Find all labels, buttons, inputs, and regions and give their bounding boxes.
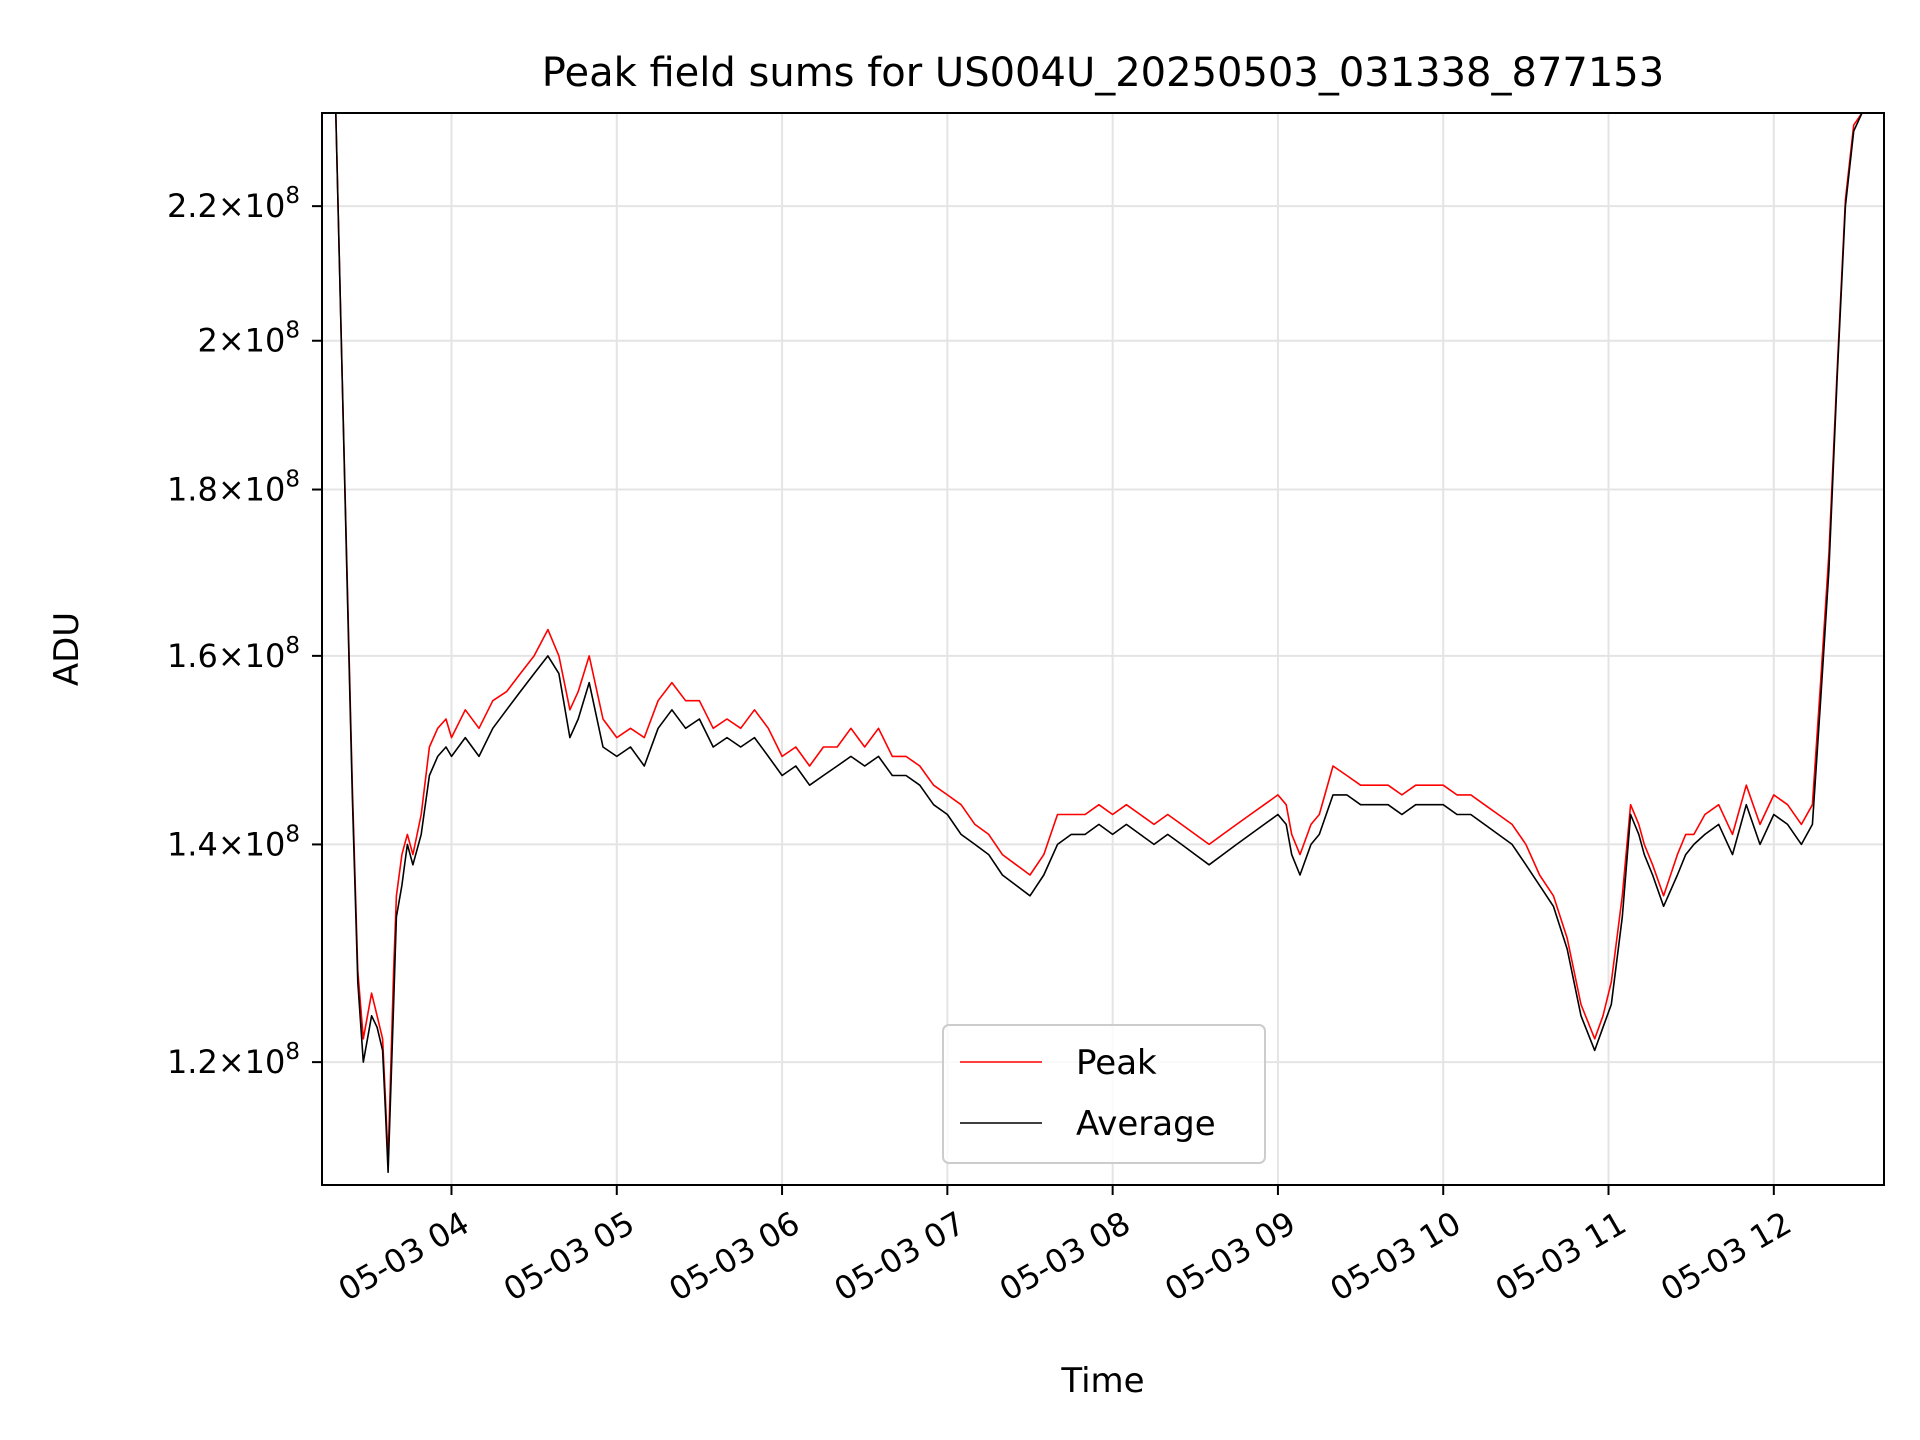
peak-series-line [322, 113, 1863, 1161]
legend-box [942, 1024, 1266, 1164]
series-lines [322, 113, 1863, 1173]
y-tick-label: 2×108 [197, 318, 300, 360]
y-axis-ticks: 1.2×108 1.4×108 1.6×108 1.8×108 2×108 2.2×108 [167, 183, 322, 1081]
y-tick-label: 1.4×108 [167, 821, 300, 863]
average-series-line [322, 113, 1863, 1173]
y-axis-label: ADU [47, 612, 87, 686]
legend: Peak Average [942, 1024, 1266, 1164]
x-axis-label: Time [1060, 1361, 1144, 1401]
y-tick-label: 1.2×108 [167, 1039, 300, 1081]
y-tick-label: 2.2×108 [167, 183, 300, 225]
legend-peak-label: Peak [1076, 1043, 1157, 1083]
chart-title: Peak field sums for US004U_20250503_0313… [542, 50, 1664, 96]
y-tick-label: 1.6×108 [167, 633, 300, 675]
legend-average-label: Average [1076, 1104, 1216, 1144]
y-tick-label: 1.8×108 [167, 467, 300, 509]
plot-frame [321, 112, 1885, 1186]
